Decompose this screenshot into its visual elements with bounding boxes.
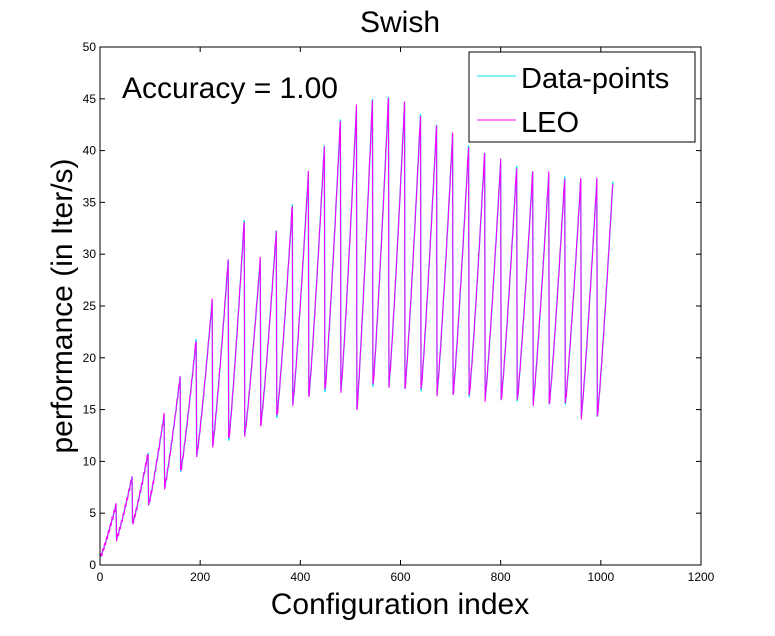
y-tick-label: 0 <box>89 558 96 572</box>
series-layer <box>99 96 614 558</box>
y-tick-label: 15 <box>83 403 97 417</box>
y-tick-label: 30 <box>83 247 97 261</box>
legend-box <box>468 51 696 143</box>
y-tick-label: 40 <box>83 144 97 158</box>
y-tick-label: 35 <box>83 195 97 209</box>
x-axis: 0 200 400 600 800 1000 1200 <box>97 47 715 584</box>
leo-line <box>99 97 614 557</box>
x-tick-label: 0 <box>97 570 104 584</box>
x-tick-label: 600 <box>390 570 410 584</box>
accuracy-annotation: Accuracy = 1.00 <box>122 72 338 105</box>
legend: Data-points LEO <box>468 51 696 143</box>
y-tick-label: 10 <box>83 454 97 468</box>
chart-title: Swish <box>360 6 440 39</box>
y-tick-label: 45 <box>83 92 97 106</box>
y-tick-label: 20 <box>83 351 97 365</box>
x-axis-label: Configuration index <box>271 588 530 621</box>
x-tick-label: 1000 <box>587 570 614 584</box>
y-axis: 0 5 10 15 20 25 30 35 40 45 50 <box>83 40 701 572</box>
y-tick-label: 25 <box>83 299 97 313</box>
x-tick-label: 200 <box>190 570 210 584</box>
x-tick-label: 1200 <box>688 570 715 584</box>
legend-label-leo: LEO <box>521 107 579 139</box>
x-tick-label: 400 <box>290 570 310 584</box>
legend-label-data-points: Data-points <box>521 63 669 95</box>
y-axis-label: performance (in Iter/s) <box>46 158 79 453</box>
y-tick-label: 5 <box>89 506 96 520</box>
x-tick-label: 800 <box>491 570 511 584</box>
y-tick-label: 50 <box>83 40 97 54</box>
